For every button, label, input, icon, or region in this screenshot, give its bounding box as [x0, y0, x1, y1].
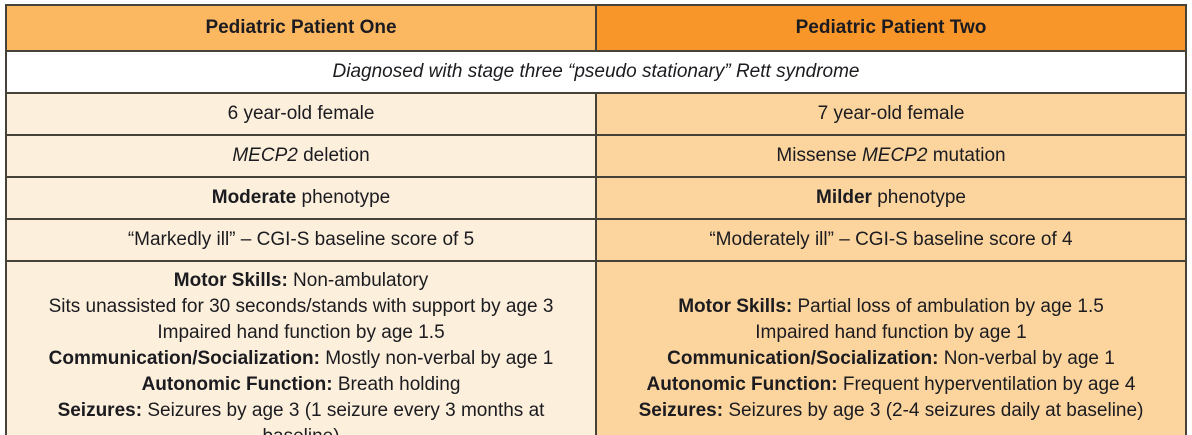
age-cell-patient-two: 7 year-old female [595, 92, 1187, 136]
details-cell-patient-two: Motor Skills: Partial loss of ambulation… [595, 260, 1187, 435]
phenotype-cell-patient-two: Milder phenotype [595, 176, 1187, 220]
diagnosis-row: Diagnosed with stage three “pseudo stati… [5, 50, 1187, 94]
cgi-cell-patient-one: “Markedly ill” – CGI-S baseline score of… [5, 218, 597, 262]
phenotype-row: Moderate phenotype Milder phenotype [5, 176, 1187, 220]
diagnosis-cell: Diagnosed with stage three “pseudo stati… [5, 50, 1187, 94]
details-row: Motor Skills: Non-ambulatory Sits unassis… [5, 260, 1187, 435]
mutation-cell-patient-one: MECP2 deletion [5, 134, 597, 178]
phenotype-cell-patient-one: Moderate phenotype [5, 176, 597, 220]
age-cell-patient-one: 6 year-old female [5, 92, 597, 136]
header-patient-one: Pediatric Patient One [5, 4, 597, 52]
header-patient-two: Pediatric Patient Two [595, 4, 1187, 52]
header-row: Pediatric Patient One Pediatric Patient … [5, 4, 1187, 52]
patient-comparison-table: Pediatric Patient One Pediatric Patient … [5, 4, 1187, 435]
mutation-row: MECP2 deletion Missense MECP2 mutation [5, 134, 1187, 178]
age-row: 6 year-old female 7 year-old female [5, 92, 1187, 136]
cgi-cell-patient-two: “Moderately ill” – CGI-S baseline score … [595, 218, 1187, 262]
details-cell-patient-one: Motor Skills: Non-ambulatory Sits unassis… [5, 260, 597, 435]
cgi-row: “Markedly ill” – CGI-S baseline score of… [5, 218, 1187, 262]
mutation-cell-patient-two: Missense MECP2 mutation [595, 134, 1187, 178]
